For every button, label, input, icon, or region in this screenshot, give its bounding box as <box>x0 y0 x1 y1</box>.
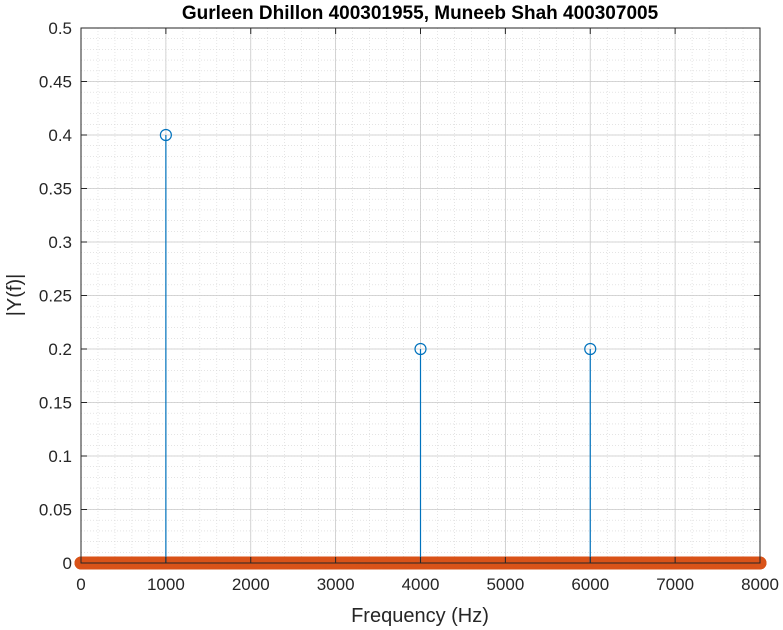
x-tick-label: 0 <box>76 575 85 594</box>
y-tick-label: 0.25 <box>39 287 72 306</box>
y-axis-label: |Y(f)| <box>4 274 26 317</box>
series-1-stems <box>159 128 597 563</box>
x-axis-label: Frequency (Hz) <box>351 605 489 627</box>
x-tick-label: 3000 <box>317 575 355 594</box>
series-1-point <box>584 342 597 356</box>
y-tick-label: 0.5 <box>48 19 72 38</box>
x-tick-label: 6000 <box>571 575 609 594</box>
x-tick-label: 4000 <box>402 575 440 594</box>
y-tick-label: 0.1 <box>48 447 72 466</box>
y-tick-labels: 0 0.05 0.1 0.15 0.2 0.25 0.3 0.35 0.4 0.45 0.5 <box>39 19 72 573</box>
x-tick-label: 8000 <box>741 575 779 594</box>
y-tick-label: 0.05 <box>39 501 72 520</box>
x-tick-label: 7000 <box>656 575 694 594</box>
y-tick-label: 0.15 <box>39 394 72 413</box>
x-tick-labels: 0 1000 2000 3000 4000 5000 6000 7000 8000 <box>76 575 779 594</box>
y-tick-label: 0.45 <box>39 73 72 92</box>
y-tick-label: 0.2 <box>48 340 72 359</box>
y-tick-label: 0.3 <box>48 233 72 252</box>
series-1-point <box>159 128 172 142</box>
x-tick-label: 5000 <box>486 575 524 594</box>
ticks <box>80 27 761 564</box>
y-tick-label: 0 <box>63 554 72 573</box>
series-1-point <box>414 342 427 356</box>
chart-title: Gurleen Dhillon 400301955, Muneeb Shah 4… <box>182 3 659 24</box>
y-tick-label: 0.35 <box>39 180 72 199</box>
x-tick-label: 1000 <box>147 575 185 594</box>
y-tick-label: 0.4 <box>48 126 72 145</box>
x-tick-label: 2000 <box>232 575 270 594</box>
